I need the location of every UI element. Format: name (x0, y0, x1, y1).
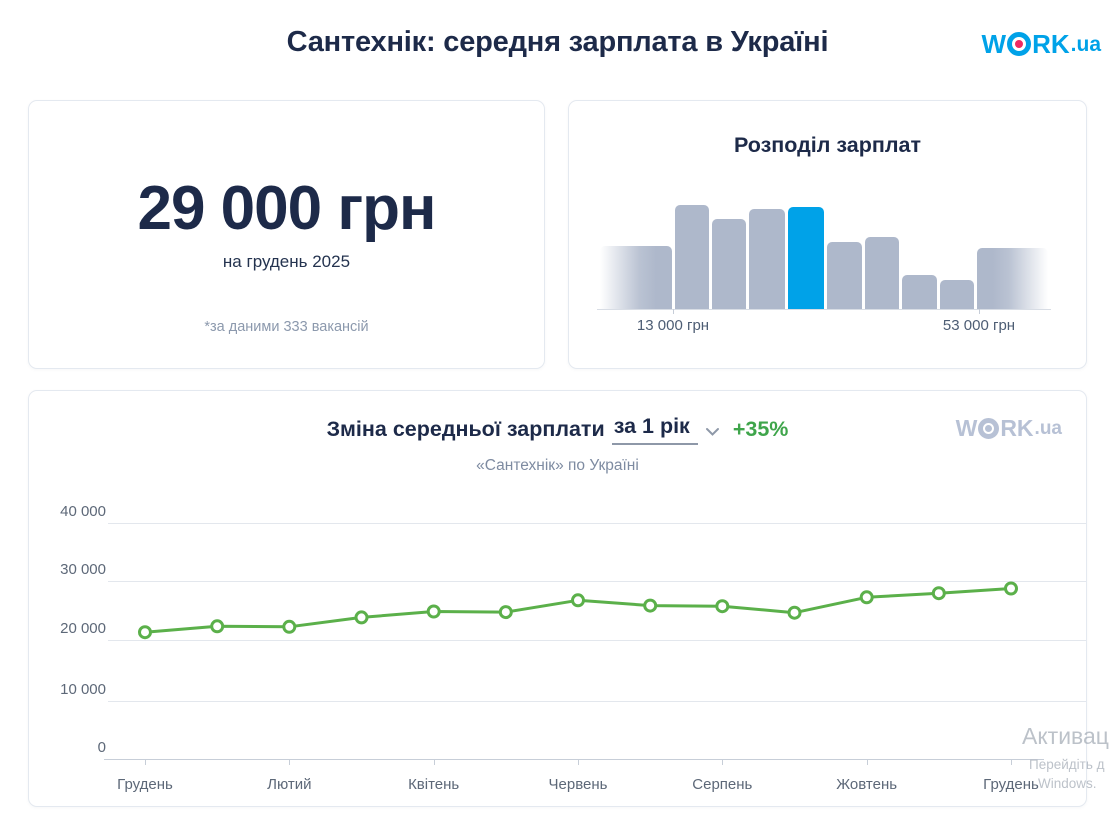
histogram-max-label: 53 000 грн (942, 317, 1016, 334)
vacancies-note: *за даними 333 вакансій (204, 319, 369, 335)
logo-suffix: .ua (1034, 418, 1062, 439)
histogram-bar (712, 219, 746, 309)
logo-letters: W (955, 415, 978, 441)
data-point-marker (643, 598, 658, 613)
gridline (108, 640, 1086, 641)
x-axis-tick (289, 759, 291, 765)
x-axis-tick (1011, 759, 1012, 765)
x-axis-tick (578, 759, 579, 765)
x-axis-tick (145, 759, 146, 765)
data-point-marker (715, 599, 730, 614)
work-ua-logo[interactable]: W RK .ua (982, 31, 1101, 57)
y-axis-label: 40 000 (60, 503, 106, 520)
trend-subtitle: «Сантехнік» по Україні (476, 457, 639, 474)
x-axis-label: Лютий (267, 776, 312, 793)
histogram-bar (827, 242, 862, 309)
histogram-tick-max (979, 309, 980, 314)
salary-line-chart (138, 581, 1018, 640)
histogram-tick-min (673, 309, 674, 314)
salary-trend-card: Зміна середньої зарплати за 1 рік +35% «… (28, 390, 1087, 807)
line-chart-plot: 40 000 30 000 20 000 10 000 0 Грудень Лютий Кві… (29, 391, 1088, 808)
growth-badge: +35% (732, 417, 789, 441)
salary-period-label: на грудень 2025 (222, 252, 351, 271)
average-salary-value: 29 000 грн (137, 174, 436, 243)
data-point-marker (931, 586, 946, 601)
page-title: Сантехнік: середня зарплата в Україні (286, 26, 829, 58)
logo-letters: W (981, 29, 1007, 59)
gridline (108, 523, 1086, 524)
histogram-bar (977, 248, 1048, 309)
histogram-bar (940, 280, 974, 309)
data-point-marker (571, 593, 585, 608)
x-axis-line (104, 759, 1044, 760)
x-axis-label: Жовтень (836, 776, 898, 793)
x-axis-label: Квітень (408, 776, 460, 793)
period-selector[interactable]: за 1 рік (611, 414, 698, 445)
logo-dot-icon (985, 425, 993, 432)
gridline (108, 701, 1086, 702)
histogram-bar (675, 205, 709, 309)
data-point-marker (426, 604, 441, 619)
x-axis-tick (722, 759, 724, 765)
data-point-marker (282, 619, 297, 634)
histogram-bar (749, 209, 785, 309)
histogram-bar (600, 246, 672, 309)
x-axis-label: Грудень (983, 776, 1039, 793)
data-point-marker (859, 590, 874, 605)
x-axis-tick (866, 759, 868, 765)
trend-title: Зміна середньої зарплати (326, 417, 605, 441)
x-axis-tick (433, 759, 435, 765)
chevron-down-icon[interactable] (705, 427, 720, 437)
logo-o-icon (1007, 32, 1032, 56)
histogram-axis (597, 309, 1051, 310)
x-axis-label: Грудень (117, 776, 173, 793)
histogram-bar (902, 275, 937, 309)
data-point-marker (354, 610, 369, 625)
average-salary-card: 29 000 грн на грудень 2025 *за даними 33… (28, 100, 545, 369)
logo-suffix: .ua (1070, 32, 1101, 56)
y-axis-label: 10 000 (60, 681, 106, 698)
logo-letters: RK (1032, 29, 1070, 59)
logo-o-icon (978, 418, 1000, 439)
histogram-bars (600, 205, 1048, 309)
work-ua-logo-watermark: W RK .ua (956, 417, 1062, 440)
data-point-marker (1004, 581, 1018, 596)
distribution-title: Розподіл зарплат (733, 133, 922, 157)
data-point-marker (138, 625, 152, 640)
y-axis-label: 0 (97, 739, 106, 756)
data-point-marker (210, 619, 225, 634)
logo-letters: RK (1000, 415, 1034, 441)
trend-title-row: Зміна середньої зарплати за 1 рік +35% (29, 414, 1086, 445)
data-point-marker (787, 605, 802, 620)
x-axis-label: Серпень (692, 776, 753, 793)
salary-distribution-card: Розподіл зарплат 13 000 грн 53 000 грн (568, 100, 1087, 369)
histogram-bar (865, 237, 899, 309)
gridline (108, 581, 1086, 582)
histogram-bar-highlighted (788, 207, 824, 309)
logo-dot-icon (1015, 40, 1024, 48)
data-point-marker (498, 605, 513, 620)
y-axis-label: 30 000 (60, 561, 106, 578)
y-axis-label: 20 000 (60, 620, 106, 637)
x-axis-label: Червень (548, 776, 608, 793)
histogram-min-label: 13 000 грн (636, 317, 710, 334)
